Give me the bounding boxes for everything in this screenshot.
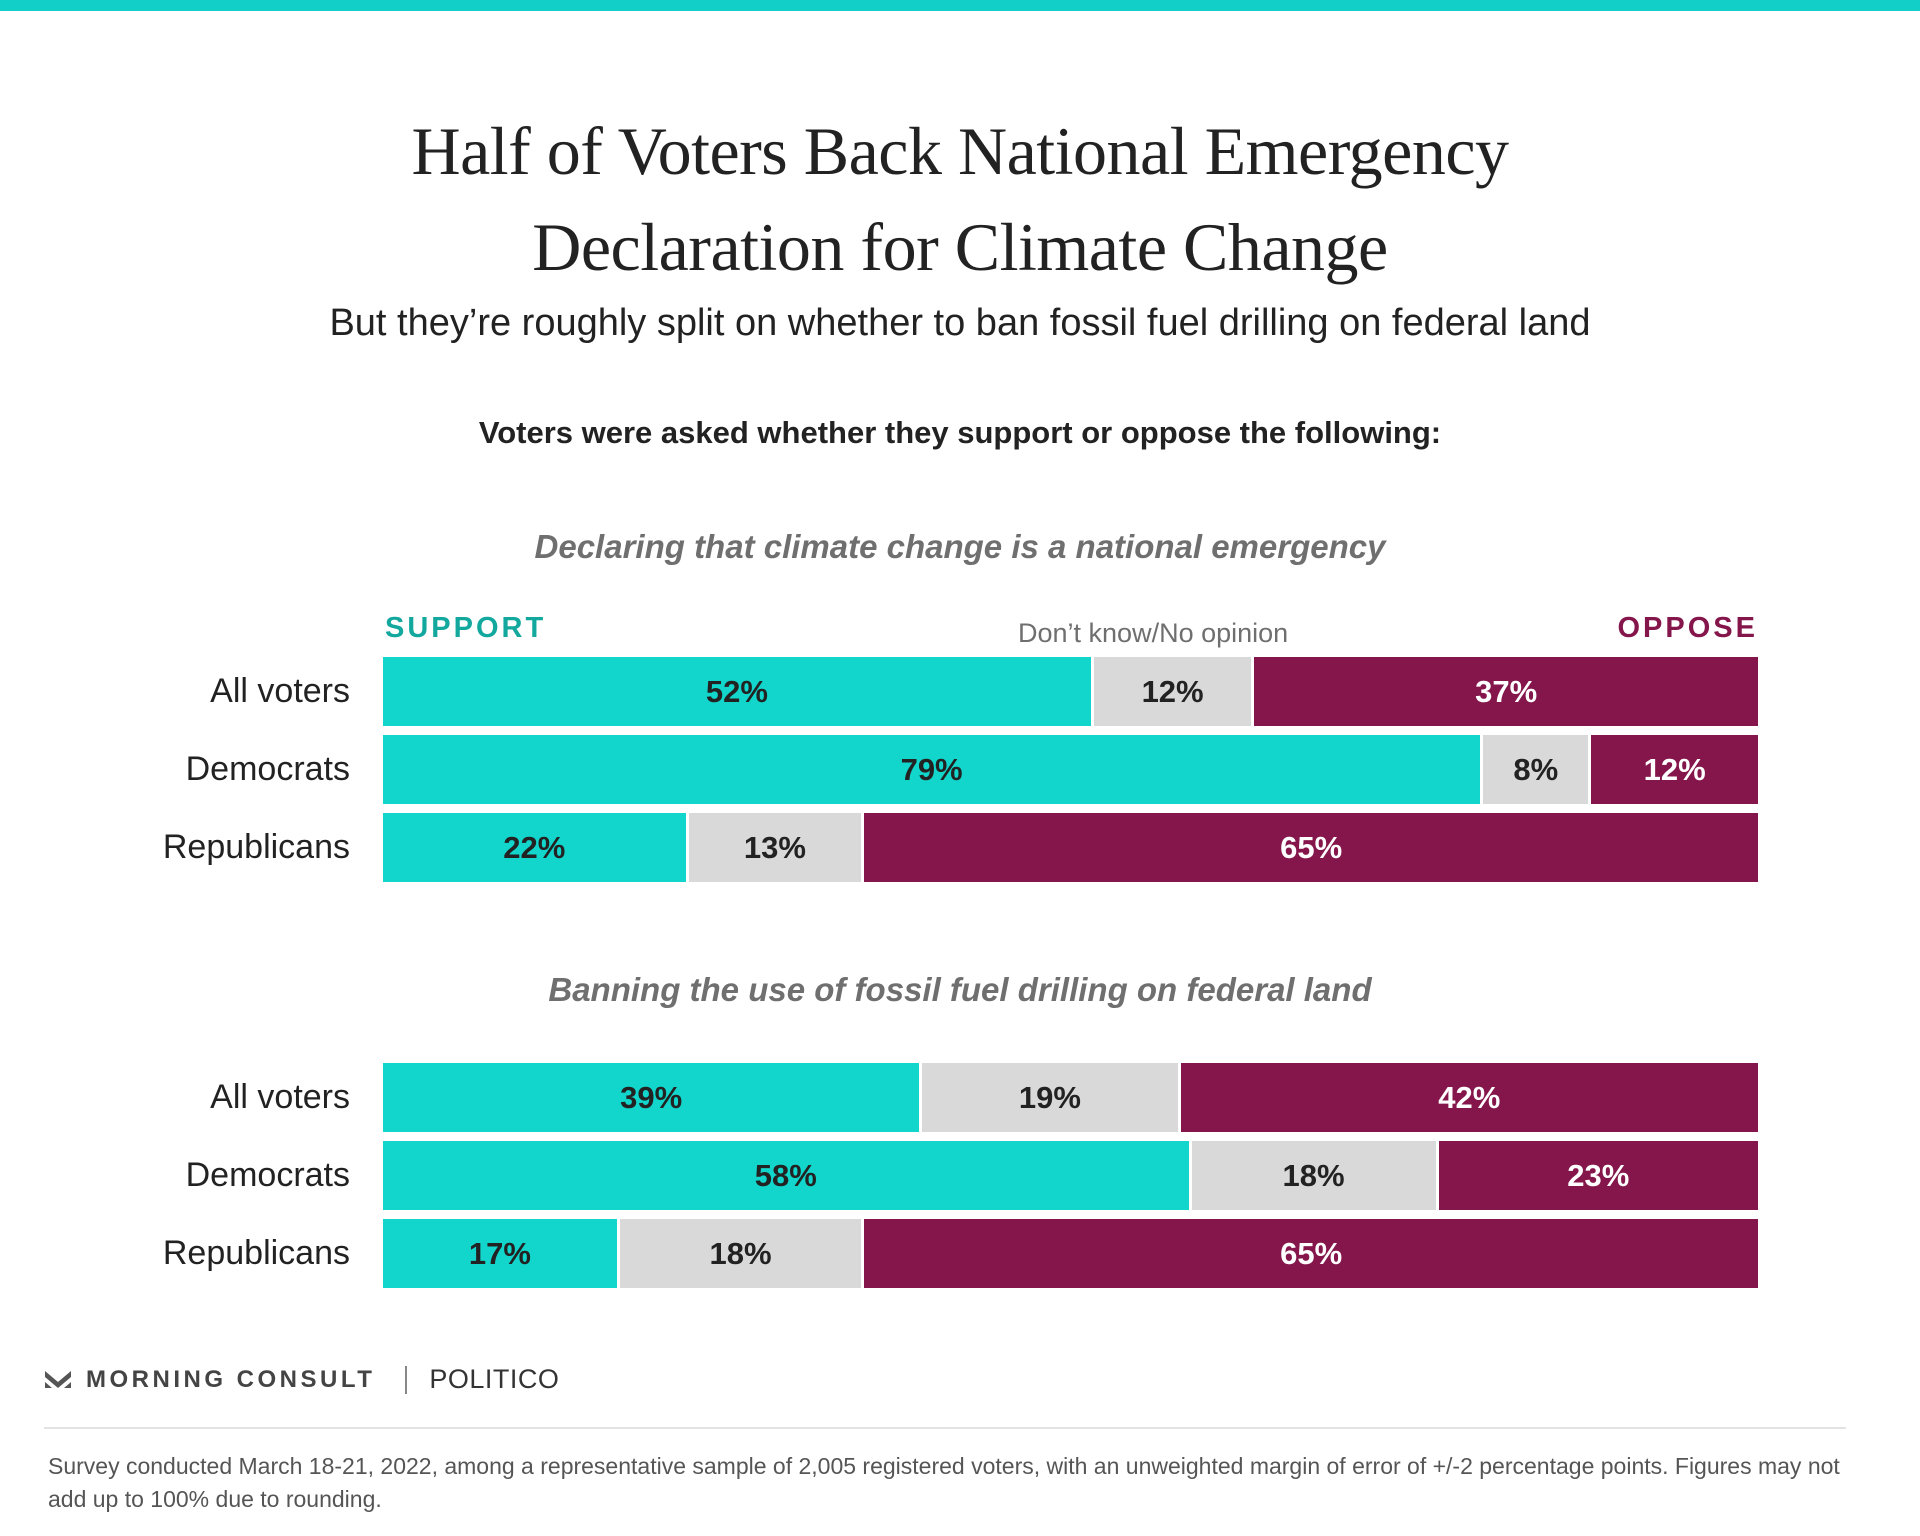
chart2-bar-all-voters-dont-know: 19% [919,1063,1181,1132]
chart1-bar-row-all-voters: 52% 12% 37% [383,657,1758,726]
chart1-title: Declaring that climate change is a natio… [534,528,1386,565]
morning-consult-wordmark: MORNING CONSULT [86,1365,376,1393]
brand-bar: MORNING CONSULT POLITICO [44,1364,559,1395]
chart2-title: Banning the use of fossil fuel drilling … [548,971,1372,1008]
chart1-row-label-democrats: Democrats [185,750,350,788]
chart1-bar-row-republicans: 22% 13% 65% [383,813,1758,882]
chart-subtitle: But they’re roughly split on whether to … [329,302,1591,344]
morning-consult-logo-icon [45,1370,71,1388]
legend-dont-know: Don’t know/No opinion [1018,618,1289,648]
chart1-bar-row-democrats: 79% 8% 12% [383,735,1758,804]
chart2-row-label-republicans: Republicans [162,1234,350,1272]
chart2-bar-republicans-dont-know: 18% [616,1219,865,1288]
top-accent-bar [0,0,1920,11]
chart1-bar-democrats-oppose: 12% [1591,735,1758,804]
chart1-row-label-all-voters: All voters [210,672,350,710]
chart1-row-label-republicans: Republicans [162,828,350,866]
chart2-bar-all-voters-support: 39% [383,1063,920,1132]
chart-title: Half of Voters Back National Emergency D… [0,103,1920,295]
chart2-bar-republicans-oppose: 65% [864,1219,1758,1288]
chart2-bar-democrats-oppose: 23% [1438,1141,1758,1210]
chart2-bar-row-democrats: 58% 18% 23% [383,1141,1758,1210]
chart2-row-label-all-voters: All voters [210,1078,350,1116]
chart2-bar-republicans-support: 17% [383,1219,617,1288]
chart2-bar-all-voters-oppose: 42% [1180,1063,1758,1132]
chart1-bar-all-voters-oppose: 37% [1254,657,1758,726]
chart1-bar-all-voters-dont-know: 12% [1090,657,1255,726]
footer-divider [44,1427,1846,1429]
politico-wordmark: POLITICO [429,1364,560,1394]
chart2-bar-democrats-support: 58% [383,1141,1189,1210]
question-text: Voters were asked whether they support o… [478,415,1442,450]
chart2-row-label-democrats: Democrats [185,1156,350,1194]
chart1-bar-republicans-oppose: 65% [864,813,1758,882]
chart-title-line-1: Half of Voters Back National Emergency [411,113,1509,189]
chart1-bar-democrats-dont-know: 8% [1480,735,1592,804]
brand-separator [405,1365,408,1394]
chart1-bar-democrats-support: 79% [383,735,1481,804]
chart1-bar-republicans-dont-know: 13% [685,813,865,882]
chart2-bar-row-republicans: 17% 18% 65% [383,1219,1758,1288]
chart2-bar-row-all-voters: 39% 19% 42% [383,1063,1758,1132]
legend-support: SUPPORT [385,612,547,644]
chart1-bar-all-voters-support: 52% [383,657,1091,726]
chart1-bar-republicans-support: 22% [383,813,686,882]
legend-oppose: OPPOSE [1617,612,1758,644]
footnote: Survey conducted March 18-21, 2022, amon… [48,1453,1840,1512]
chart-title-line-2: Declaration for Climate Change [532,209,1388,285]
chart2-bar-democrats-dont-know: 18% [1188,1141,1439,1210]
